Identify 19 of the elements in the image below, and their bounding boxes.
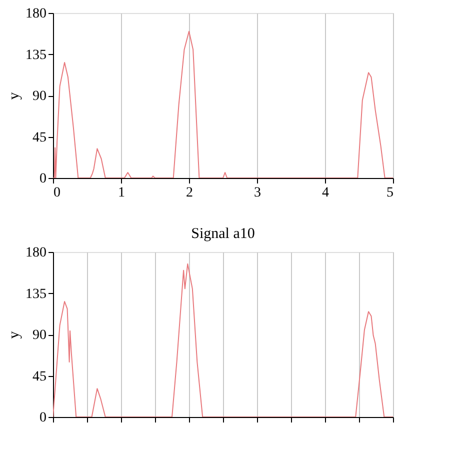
x-tick-label: 4 <box>322 186 329 200</box>
x-tick-label: 3 <box>254 186 261 200</box>
y-tick-label: 45 <box>32 130 46 146</box>
y-tick-label: 180 <box>26 246 46 260</box>
y-tick-label: 90 <box>32 328 46 343</box>
y-axis-title: y <box>6 330 22 339</box>
x-tick-label: 0 <box>54 186 60 200</box>
x-tick-label: 2 <box>186 186 193 200</box>
y-tick-label: 45 <box>32 369 46 384</box>
y-tick-label: 135 <box>26 48 46 63</box>
y-tick-label: 0 <box>40 172 46 186</box>
y-tick-label: 180 <box>26 6 46 22</box>
chart-title: Signal a10 <box>191 226 255 242</box>
y-tick-label: 0 <box>40 410 46 426</box>
y-tick-label: 135 <box>26 286 46 302</box>
x-tick-label: 5 <box>386 186 394 200</box>
x-tick-label: 1 <box>118 186 125 200</box>
y-tick-label: 90 <box>32 89 46 104</box>
y-axis-title: y <box>6 92 22 100</box>
